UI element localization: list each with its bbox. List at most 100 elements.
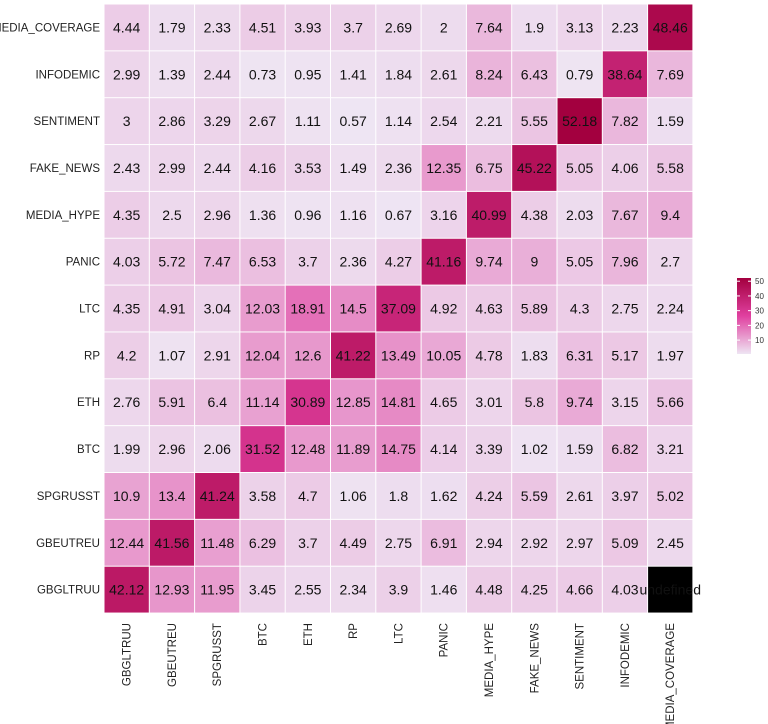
heatmap-cell (648, 285, 693, 332)
heatmap-cell-value: 5.89 (521, 301, 548, 317)
heatmap-cell-value: 3.7 (298, 535, 318, 551)
heatmap-cell (602, 145, 648, 191)
heatmap-cell (421, 238, 466, 285)
heatmap-cell-value: 2.34 (340, 582, 367, 598)
heatmap-cell (331, 566, 376, 613)
heatmap-cell-value: 2.75 (611, 301, 638, 317)
heatmap-cell-value: 2.91 (204, 347, 231, 363)
heatmap-cell-value: 1.99 (113, 441, 140, 457)
heatmap-cell (421, 332, 466, 379)
y-axis-tick-labels: MEDIA_COVERAGE INFODEMIC SENTIMENT FAKE_NEW… (0, 22, 100, 596)
heatmap-cell (376, 238, 421, 285)
heatmap-cell (602, 191, 648, 238)
heatmap-cell-value: 4.49 (340, 535, 367, 551)
heatmap-cell (376, 145, 421, 191)
y-axis-tick-label: FAKE_NEWS (30, 163, 101, 175)
heatmap-cell-value: 1.79 (158, 19, 185, 35)
heatmap-cell-value: 2.97 (566, 535, 593, 551)
heatmap-cell-value: 2.44 (204, 160, 231, 176)
legend-tick-label: 40 (755, 292, 764, 301)
heatmap-cell (285, 519, 330, 566)
heatmap-cell-value: 2.45 (657, 535, 684, 551)
heatmap-cell (195, 285, 240, 332)
y-axis-tick-label: GBEUTREU (36, 538, 100, 550)
heatmap-cell-value: 5.72 (158, 254, 185, 270)
heatmap-cell-value: 1.07 (158, 347, 185, 363)
heatmap-cell-value: 9.74 (475, 254, 502, 270)
heatmap-cell-value: 0.67 (385, 207, 412, 223)
heatmap-cell (285, 4, 330, 51)
heatmap-cell-value: 5.05 (566, 254, 593, 270)
heatmap-cell-value: 4.03 (113, 254, 140, 270)
heatmap-cell (376, 332, 421, 379)
heatmap-cell (104, 519, 149, 566)
heatmap-cell-value: 4.66 (566, 582, 593, 598)
heatmap-cell (149, 426, 195, 472)
y-axis-tick-label: SPGRUSST (37, 491, 100, 503)
heatmap-cell-value: 14.81 (381, 394, 416, 410)
x-axis-tick-label: FAKE_NEWS (529, 623, 541, 694)
heatmap-cell (285, 332, 330, 379)
heatmap-cell-value: 5.55 (521, 113, 548, 129)
y-axis-tick-label: BTC (77, 444, 100, 456)
heatmap-cell (240, 426, 285, 472)
heatmap-cell-value: 9.4 (661, 207, 681, 223)
heatmap-cell (557, 285, 602, 332)
heatmap-cell (648, 332, 693, 379)
heatmap-cell-value: 2.54 (430, 113, 457, 129)
heatmap-cell (285, 426, 330, 472)
heatmap-cell-value: 7.96 (611, 254, 638, 270)
heatmap-cell-value: 1.62 (430, 488, 457, 504)
y-axis-tick-label: SENTIMENT (34, 116, 100, 128)
heatmap-cell (104, 191, 149, 238)
heatmap-cell-value: 2.94 (475, 535, 502, 551)
heatmap-cell-value: 2.75 (385, 535, 412, 551)
heatmap-cell (512, 519, 557, 566)
heatmap-cell (240, 238, 285, 285)
heatmap-cell (421, 145, 466, 191)
heatmap-cell-value: 12.03 (245, 301, 280, 317)
heatmap-cell (195, 4, 240, 51)
heatmap-cell-value: 1.49 (340, 160, 367, 176)
heatmap-cell-value: 12.85 (336, 394, 371, 410)
heatmap-cell-value: 0.79 (566, 66, 593, 82)
heatmap-cell-value: 11.95 (200, 582, 234, 598)
heatmap-cell-value: 41.22 (336, 347, 371, 363)
heatmap-cell-value: 2.61 (430, 66, 457, 82)
heatmap-cell-value: 4.2 (117, 347, 137, 363)
x-axis-tick-label: GBEUTREU (167, 623, 179, 687)
heatmap-cell-value: 3.21 (657, 441, 684, 457)
heatmap-cell-value: 1.11 (295, 113, 321, 129)
heatmap-cell-value: 1.02 (521, 441, 548, 457)
heatmap-cell-value: 1.97 (657, 347, 684, 363)
heatmap-cell (240, 566, 285, 613)
heatmap-cell (331, 145, 376, 191)
heatmap-cell (149, 4, 195, 51)
heatmap-cell-value: 3.04 (204, 301, 231, 317)
y-axis-tick-label: ETH (77, 397, 100, 409)
heatmap-cell-value: 1.46 (430, 582, 457, 598)
heatmap-cell (512, 98, 557, 145)
heatmap-cell (149, 145, 195, 191)
heatmap-cell-value: 2 (440, 19, 448, 35)
heatmap-cell (466, 51, 512, 98)
heatmap-cell (648, 519, 693, 566)
heatmap-cell-value: 31.52 (245, 441, 280, 457)
heatmap-cell-value: 6.31 (566, 347, 593, 363)
heatmap-cell (240, 332, 285, 379)
heatmap-cell (466, 426, 512, 472)
heatmap-cell-value: 3.16 (430, 207, 457, 223)
heatmap-cell-value: 10.9 (113, 488, 140, 504)
heatmap-cell-value: 1.59 (657, 113, 684, 129)
heatmap-cell-value: 4.27 (385, 254, 412, 270)
heatmap-cell (376, 473, 421, 519)
heatmap-cell (421, 473, 466, 519)
heatmap-cell (331, 4, 376, 51)
heatmap-cell (648, 473, 693, 519)
heatmap-cell (557, 426, 602, 472)
heatmap-cell (104, 332, 149, 379)
heatmap-cell (466, 332, 512, 379)
heatmap-cell (104, 238, 149, 285)
heatmap-cell-value: 18.91 (290, 301, 325, 317)
